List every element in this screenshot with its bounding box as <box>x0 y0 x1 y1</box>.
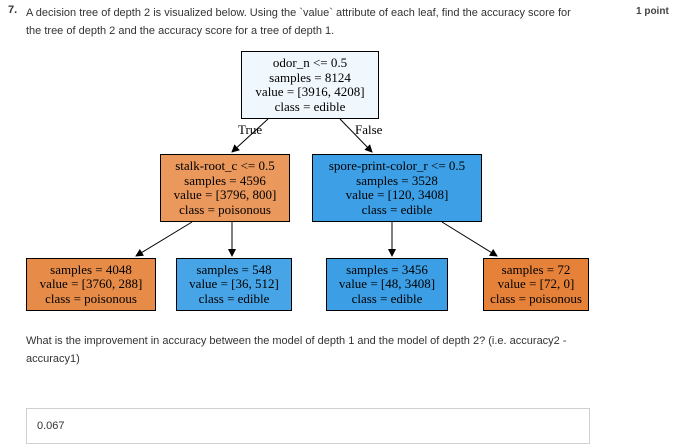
leaf-value: value = [3760, 288] <box>39 276 143 292</box>
question-text: A decision tree of depth 2 is visualized… <box>26 7 571 37</box>
leaf-value: value = [72, 0] <box>497 276 575 292</box>
node-value: value = [120, 3408] <box>345 187 449 202</box>
question-number: 7. <box>8 4 18 16</box>
node-class: class = edible <box>361 201 433 217</box>
node-split-label: stalk-root_c <= 0.5 <box>175 158 275 173</box>
tree-leaf-4: samples = 72 value = [72, 0] class = poi… <box>483 258 589 311</box>
leaf-samples: samples = 3456 <box>346 261 428 277</box>
node-value: value = [3796, 800] <box>173 187 277 202</box>
leaf-samples: samples = 72 <box>501 261 571 277</box>
node-class: class = edible <box>274 98 346 114</box>
node-samples: samples = 8124 <box>269 69 351 85</box>
leaf-class: class = poisonous <box>45 290 137 306</box>
leaf-samples: samples = 548 <box>196 261 272 277</box>
node-class: class = poisonous <box>179 201 271 217</box>
leaf-samples: samples = 4048 <box>50 261 132 277</box>
edge-root-left <box>231 118 269 153</box>
edge-left-leaf1 <box>135 221 193 257</box>
tree-node-right: spore-print-color_r <= 0.5 samples = 352… <box>312 154 482 222</box>
tree-leaf-3: samples = 3456 value = [48, 3408] class … <box>326 258 448 311</box>
tree-leaf-1: samples = 4048 value = [3760, 288] class… <box>26 258 156 311</box>
edge-label-false: False <box>355 122 383 137</box>
followup-question: What is the improvement in accuracy betw… <box>26 335 567 365</box>
node-value: value = [3916, 4208] <box>255 84 365 99</box>
tree-leaf-2: samples = 548 value = [36, 512] class = … <box>176 258 292 311</box>
points-label: 1 point <box>636 6 669 17</box>
answer-input[interactable] <box>26 408 590 444</box>
leaf-class: class = edible <box>198 290 270 306</box>
leaf-value: value = [48, 3408] <box>338 276 436 292</box>
node-samples: samples = 3528 <box>356 172 438 188</box>
edge-root-right <box>339 118 373 153</box>
leaf-class: class = edible <box>351 290 423 306</box>
edge-label-true: True <box>238 122 263 137</box>
node-split-label: spore-print-color_r <= 0.5 <box>328 158 466 173</box>
leaf-class: class = poisonous <box>490 290 582 306</box>
node-samples: samples = 4596 <box>184 172 266 188</box>
tree-node-left: stalk-root_c <= 0.5 samples = 4596 value… <box>160 154 290 222</box>
edge-right-leaf4 <box>441 221 498 257</box>
tree-node-root: odor_n <= 0.5 samples = 8124 value = [39… <box>241 51 379 119</box>
node-split-label: odor_n <= 0.5 <box>272 55 348 70</box>
leaf-value: value = [36, 512] <box>189 276 279 292</box>
